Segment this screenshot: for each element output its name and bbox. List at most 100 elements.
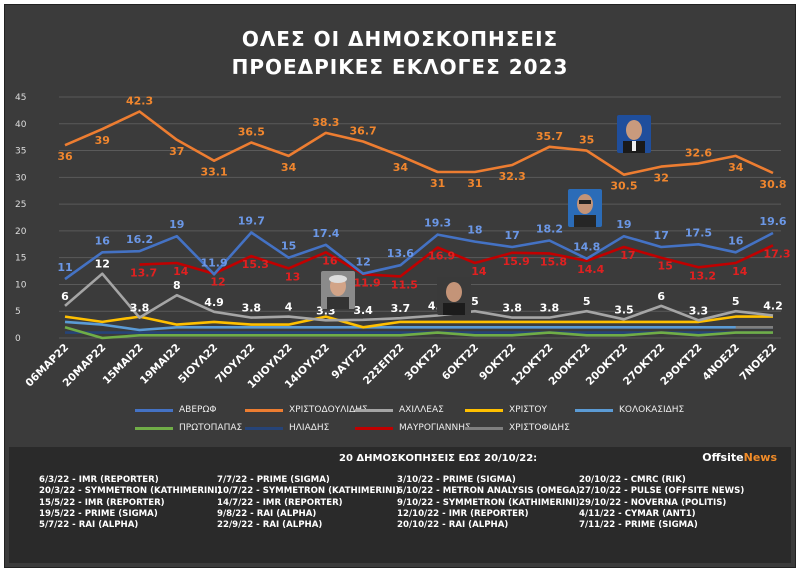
data-label: 14.4 xyxy=(577,263,604,276)
data-label: 32.3 xyxy=(499,170,526,183)
poll-item: 9/8/22 - RAI (ALPHA) xyxy=(217,508,317,519)
poll-list-col3: 3/10/22 - PRIME (SIGMA) 6/10/22 - METRON… xyxy=(397,475,580,531)
y-tick-label: 0 xyxy=(15,334,21,344)
legend-item: ΑΒΕΡΩΦ xyxy=(135,405,216,415)
data-label: 11.9 xyxy=(200,256,227,269)
data-label: 3.4 xyxy=(353,304,373,317)
legend-label: ΧΡΙΣΤΟΥ xyxy=(509,405,548,415)
polls-footer: 20 ΔΗΜΟΣΚΟΠΗΣΕΙΣ ΕΩΣ 20/10/22: OffsiteNe… xyxy=(9,447,791,563)
legend-label: ΧΡΙΣΤΟΔΟΥΛΙΔΗΣ xyxy=(289,405,368,415)
legend-item: ΜΑΥΡΟΓΙΑΝΝΗΣ xyxy=(355,423,471,433)
chart-title-line2: ΠΡΟΕΔΡΙΚΕΣ ΕΚΛΟΓΕΣ 2023 xyxy=(231,55,569,79)
x-tick-label: 3ΟΚΤ22 xyxy=(403,342,444,383)
data-label: 17 xyxy=(505,229,520,242)
data-label: 6 xyxy=(657,290,665,303)
chart-frame: ΟΛΕΣ ΟΙ ΔΗΜΟΣΚΟΠΗΣΕΙΣ ΠΡΟΕΔΡΙΚΕΣ ΕΚΛΟΓΕΣ… xyxy=(4,4,796,568)
y-tick-label: 40 xyxy=(15,120,27,130)
y-tick-label: 20 xyxy=(15,227,27,237)
poll-list-col4: 20/10/22 - CMRC (RIK) 27/10/22 - PULSE (… xyxy=(579,475,744,531)
series-line-4 xyxy=(64,320,773,332)
poll-item: 4/11/22 - CYMAR (ANT1) xyxy=(579,508,696,519)
data-label: 36 xyxy=(57,150,73,163)
data-label: 14 xyxy=(732,265,748,278)
y-tick-label: 35 xyxy=(15,147,26,157)
data-label: 19 xyxy=(169,218,184,231)
poll-item: 12/10/22 - IMR (REPORTER) xyxy=(397,508,529,519)
data-label: 15.3 xyxy=(242,258,269,271)
data-label: 30.8 xyxy=(759,178,786,191)
legend-label: ΗΛΙΑΔΗΣ xyxy=(289,423,330,433)
data-label: 36.7 xyxy=(350,124,377,137)
data-label: 5 xyxy=(471,295,479,308)
data-label: 38.3 xyxy=(312,116,339,129)
legend-swatch xyxy=(355,408,393,412)
poll-item: 5/7/22 - RAI (ALPHA) xyxy=(39,520,139,531)
data-label: 32.6 xyxy=(685,146,712,159)
y-tick-label: 15 xyxy=(15,254,26,264)
data-label: 34 xyxy=(281,161,297,174)
data-label: 31 xyxy=(430,177,445,190)
poll-item: 22/9/22 - RAI (ALPHA) xyxy=(217,520,323,531)
series-line-2 xyxy=(64,272,774,322)
data-label: 19.3 xyxy=(424,217,451,230)
legend-label: ΑΒΕΡΩΦ xyxy=(179,405,217,415)
data-label: 3.8 xyxy=(242,302,262,315)
data-label: 17.4 xyxy=(312,227,339,240)
legend-swatch xyxy=(465,408,503,412)
data-label: 14 xyxy=(173,265,189,278)
data-label: 6 xyxy=(61,290,69,303)
poll-item: 9/10/22 - SYMMETRON (KATHIMERINI) xyxy=(397,497,580,508)
data-label: 8 xyxy=(173,279,181,292)
data-label: 13.7 xyxy=(130,267,157,280)
x-tick-label: 4ΝΟΕ22 xyxy=(700,342,742,384)
series-line-0 xyxy=(64,231,774,281)
poll-item: 10/7/22 - SYMMETRON (KATHIMERINI) xyxy=(217,486,400,497)
data-label: 11 xyxy=(57,261,72,274)
poll-item: 29/10/22 - NOVERNA (POLITIS) xyxy=(579,497,727,508)
data-label: 4.2 xyxy=(763,300,783,313)
data-label: 17 xyxy=(654,229,669,242)
poll-item: 20/10/22 - RAI (ALPHA) xyxy=(397,520,509,531)
data-label: 18.2 xyxy=(536,223,563,236)
poll-item: 20/10/22 - CMRC (RIK) xyxy=(579,475,686,485)
data-label: 36.5 xyxy=(238,126,265,139)
series-line-1 xyxy=(64,110,774,176)
data-label: 35 xyxy=(579,134,594,147)
legend-item: ΧΡΙΣΤΟΔΟΥΛΙΔΗΣ xyxy=(245,405,368,415)
data-label: 35.7 xyxy=(536,130,563,143)
legend-swatch xyxy=(245,426,283,430)
legend-label: ΜΑΥΡΟΓΙΑΝΝΗΣ xyxy=(399,423,471,433)
legend-item: ΑΧΙΛΛΕΑΣ xyxy=(355,405,444,415)
data-label: 33.1 xyxy=(200,166,227,179)
series-line-3 xyxy=(64,315,773,329)
data-label: 16.9 xyxy=(428,249,455,262)
legend-swatch xyxy=(575,408,613,412)
y-tick-label: 25 xyxy=(15,200,26,210)
x-tick-label: 7ΝΟΕ22 xyxy=(738,342,780,384)
data-label: 37 xyxy=(169,145,184,158)
footer-title: 20 ΔΗΜΟΣΚΟΠΗΣΕΙΣ ΕΩΣ 20/10/22: xyxy=(339,453,538,464)
y-tick-label: 30 xyxy=(15,173,27,183)
data-label: 19 xyxy=(616,218,631,231)
data-label: 12 xyxy=(95,258,110,271)
data-label: 12 xyxy=(355,256,370,269)
legend-label: ΠΡΩΤΟΠΑΠΑΣ xyxy=(179,423,243,433)
line-chart: 05101520253035404506ΜΑΡ2220ΜΑΡ2215ΜΑΙ221… xyxy=(15,93,791,391)
legend-label: ΑΧΙΛΛΕΑΣ xyxy=(399,405,444,415)
x-tick-label: 19ΜΑΙ22 xyxy=(138,342,183,387)
data-label: 34 xyxy=(393,161,409,174)
data-label: 19.7 xyxy=(238,214,265,227)
data-label: 16.2 xyxy=(126,233,153,246)
data-label: 39 xyxy=(95,134,110,147)
data-label: 42.3 xyxy=(126,94,153,107)
candidate-photo-christodoulides xyxy=(617,115,651,153)
legend-item: ΗΛΙΑΔΗΣ xyxy=(245,423,329,433)
y-tick-label: 45 xyxy=(15,93,26,103)
data-label: 14 xyxy=(471,265,487,278)
data-label: 3.5 xyxy=(614,303,634,316)
data-label: 13 xyxy=(285,270,300,283)
data-label: 16 xyxy=(322,254,338,267)
legend-item: ΠΡΩΤΟΠΑΠΑΣ xyxy=(135,423,242,433)
data-label: 19.6 xyxy=(759,215,786,228)
poll-list-col2: 7/7/22 - PRIME (SIGMA) 10/7/22 - SYMMETR… xyxy=(217,475,399,531)
